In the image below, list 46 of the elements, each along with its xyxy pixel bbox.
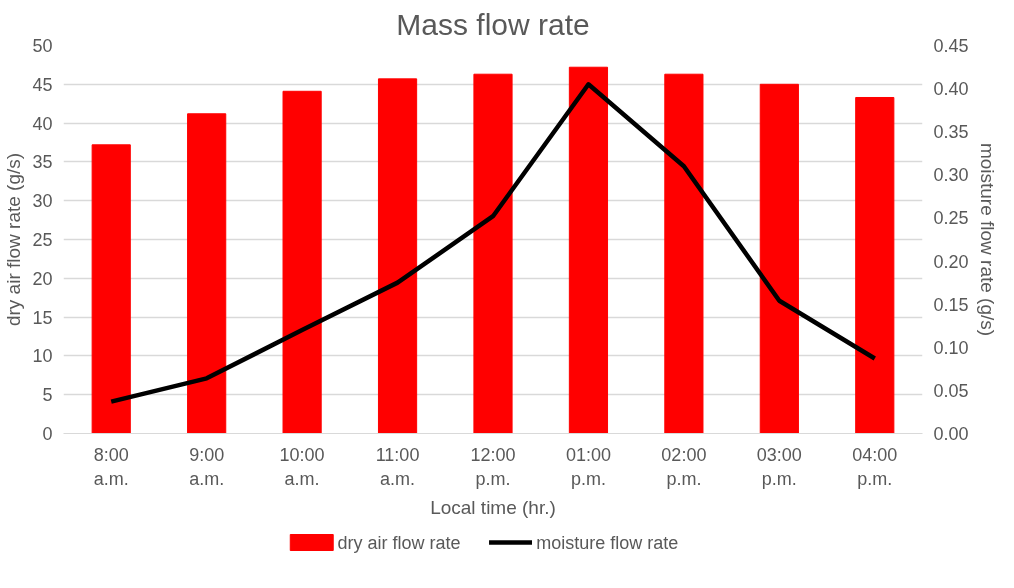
bar: [377, 78, 418, 434]
x-tick-label: 9:00 a.m.: [189, 444, 225, 489]
y2-tick-label: 0.35: [933, 122, 969, 143]
bar: [855, 96, 895, 434]
y-tick-label: 20: [32, 268, 53, 289]
legend-label: moisture flow rate: [536, 532, 679, 553]
y2-tick-label: 0.15: [933, 294, 969, 315]
bar: [91, 144, 131, 434]
x-axis-title: Local time (hr.): [430, 496, 556, 518]
line-series: [108, 82, 878, 404]
y-tick-label: 25: [32, 230, 53, 250]
y-tick-label: 0: [42, 424, 53, 444]
chart-title: Mass flow rate: [396, 7, 590, 41]
y-tick-label: 30: [32, 191, 53, 212]
y-tick-label: 50: [32, 36, 53, 56]
y-tick-label: 40: [32, 113, 53, 134]
y-tick-label: 5: [42, 385, 53, 406]
y2-tick-label: 0.45: [933, 36, 969, 56]
y2-tick-label: 0.40: [933, 79, 969, 100]
x-tick-label: 8:00 a.m.: [93, 444, 129, 489]
x-tick-label: 03:00 p.m.: [756, 444, 802, 489]
bar: [759, 83, 799, 434]
x-tick-label: 04:00 p.m.: [852, 444, 898, 489]
x-tick-label: 11:00 a.m.: [375, 444, 420, 489]
y-tick-label: 10: [32, 346, 53, 367]
y2-tick-label: 0.10: [933, 337, 969, 358]
y2-tick-label: 0.25: [933, 208, 969, 229]
y2-tick-label: 0.00: [933, 424, 969, 444]
y-tick-label: 15: [32, 307, 53, 328]
bar: [473, 73, 513, 434]
y-tick-label: 45: [32, 74, 53, 95]
y2-tick-label: 0.30: [933, 165, 969, 186]
bar: [282, 90, 322, 434]
legend-label: dry air flow rate: [337, 532, 461, 553]
y2-tick-label: 0.05: [933, 380, 969, 401]
x-tick-label: 12:00 p.m.: [470, 444, 516, 489]
y2-axis-title: moisture flow rate (g/s): [976, 142, 998, 337]
y2-tick-label: 0.20: [933, 251, 969, 272]
x-tick-label: 02:00 p.m.: [661, 444, 707, 489]
x-tick-label: 01:00 p.m.: [565, 444, 611, 489]
y-tick-label: 35: [32, 152, 53, 173]
y-axis-title: dry air flow rate (g/s): [3, 152, 25, 327]
bar: [568, 66, 609, 434]
x-tick-label: 10:00 a.m.: [279, 444, 325, 489]
bar: [664, 73, 704, 434]
bar: [187, 113, 227, 434]
